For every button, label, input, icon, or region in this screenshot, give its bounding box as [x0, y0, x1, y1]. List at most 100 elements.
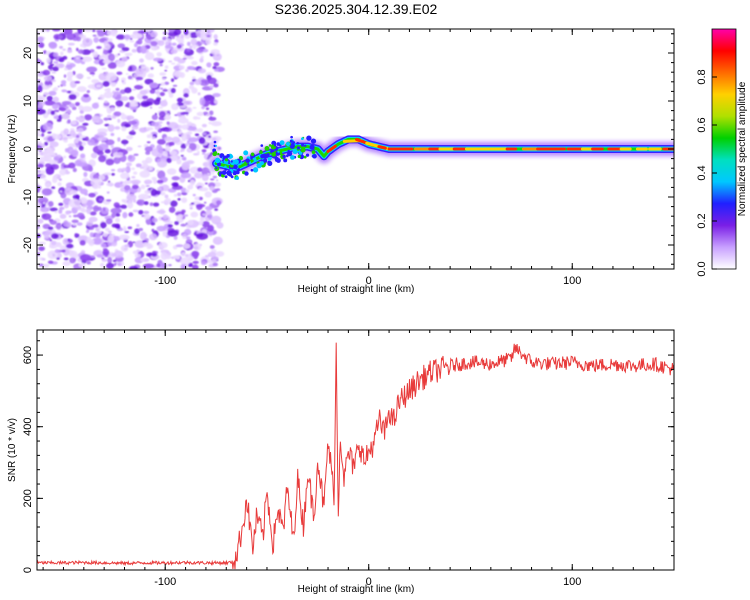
colorbar-gradient: [711, 28, 737, 270]
noise-blob: [181, 252, 186, 257]
noise-blob: [173, 235, 178, 240]
noise-blob: [140, 258, 145, 262]
noise-blob: [49, 141, 59, 148]
noise-blob: [171, 155, 178, 162]
noise-blob: [184, 228, 192, 236]
ridge-speckle: [306, 135, 312, 141]
noise-blob: [187, 184, 194, 190]
noise-blob: [111, 241, 118, 247]
noise-blob: [207, 77, 217, 85]
noise-blob: [212, 66, 217, 70]
noise-blob: [212, 52, 222, 61]
noise-blob: [67, 49, 73, 54]
noise-blob: [152, 178, 158, 185]
noise-blob: [162, 89, 169, 92]
noise-blob: [62, 48, 66, 51]
noise-blob: [107, 230, 112, 234]
noise-blob: [194, 133, 200, 137]
noise-blob: [80, 141, 87, 146]
bottom-y-tick-label: 400: [22, 418, 34, 436]
noise-blob: [41, 258, 46, 261]
noise-blob: [102, 207, 106, 211]
noise-blob: [63, 74, 67, 78]
noise-blob: [166, 168, 177, 175]
noise-blob: [117, 43, 126, 49]
noise-blob: [111, 82, 116, 87]
noise-blob: [183, 93, 189, 98]
noise-blob: [156, 263, 161, 268]
noise-blob: [116, 224, 121, 229]
noise-blob: [197, 92, 201, 96]
noise-blob: [75, 73, 84, 79]
top-y-tick-label: 20: [22, 47, 34, 59]
noise-blob: [107, 124, 115, 132]
noise-blob: [51, 71, 57, 74]
noise-blob: [54, 249, 60, 254]
noise-blob: [37, 202, 40, 208]
noise-blob: [127, 200, 132, 204]
bottom-y-axis-label: SNR (10 * v/v): [7, 418, 18, 482]
noise-blob: [75, 101, 80, 107]
noise-blob: [106, 182, 114, 187]
noise-blob: [56, 257, 60, 260]
noise-blob: [77, 49, 84, 54]
noise-blob: [175, 255, 180, 260]
noise-blob: [107, 234, 115, 243]
noise-blob: [69, 130, 76, 136]
noise-blob: [98, 155, 107, 163]
noise-blob: [90, 152, 98, 159]
noise-blob: [75, 116, 79, 121]
ridge-speckle: [287, 151, 293, 157]
noise-blob: [44, 100, 56, 106]
noise-blob: [175, 244, 184, 248]
noise-blob: [214, 208, 219, 211]
noise-blob: [49, 207, 58, 212]
ridge-speckle: [304, 144, 307, 147]
noise-blob: [167, 224, 173, 228]
noise-blob: [169, 46, 174, 50]
noise-blob: [103, 91, 113, 99]
noise-blob: [115, 34, 126, 40]
top-y-tick-label: 0: [22, 146, 34, 152]
noise-blob: [214, 68, 219, 72]
noise-blob: [208, 144, 212, 148]
noise-blob: [141, 101, 154, 106]
noise-blob: [101, 67, 107, 70]
noise-blob: [107, 62, 117, 69]
noise-blob: [53, 156, 60, 161]
noise-blob: [80, 94, 92, 103]
noise-blob: [100, 221, 107, 229]
noise-blob: [155, 190, 161, 195]
noise-blob: [42, 201, 46, 205]
noise-blob: [163, 114, 172, 121]
noise-blob: [160, 251, 168, 261]
noise-blob: [196, 111, 205, 117]
noise-blob: [127, 75, 133, 80]
noise-blob: [62, 137, 68, 140]
noise-blob: [187, 263, 193, 268]
noise-blob: [92, 34, 97, 37]
noise-blob: [54, 109, 60, 113]
noise-blob: [43, 50, 47, 55]
noise-blob: [120, 204, 128, 209]
noise-blob: [82, 203, 88, 208]
noise-blob: [180, 112, 186, 116]
noise-blob: [191, 87, 198, 94]
colorbar-tick-label: 0.8: [696, 69, 708, 84]
noise-blob: [202, 132, 207, 136]
noise-blob: [139, 89, 148, 95]
noise-blob: [53, 87, 59, 92]
noise-blob: [185, 142, 189, 147]
noise-blob: [103, 101, 110, 107]
noise-blob: [51, 103, 59, 110]
noise-blob: [156, 210, 166, 214]
noise-blob: [59, 213, 67, 219]
noise-blob: [207, 251, 217, 258]
noise-blob: [107, 53, 115, 62]
noise-blob: [41, 133, 45, 137]
noise-blob: [125, 104, 128, 107]
noise-blob: [68, 93, 77, 100]
noise-blob: [115, 87, 120, 91]
noise-blob: [113, 91, 122, 100]
noise-blob: [48, 200, 54, 207]
